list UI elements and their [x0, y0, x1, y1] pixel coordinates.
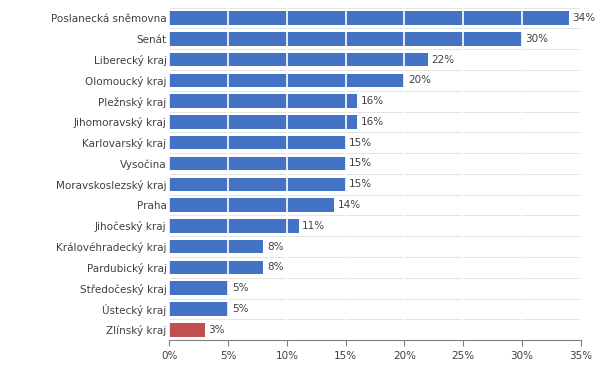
Bar [169, 136, 345, 149]
Text: 34%: 34% [572, 13, 596, 23]
Bar [169, 302, 228, 316]
Text: 16%: 16% [361, 117, 384, 127]
Text: 8%: 8% [267, 242, 284, 252]
Bar [169, 115, 358, 129]
Text: 15%: 15% [349, 138, 372, 148]
Text: 3%: 3% [208, 325, 224, 335]
Bar [169, 11, 569, 25]
Bar [169, 240, 263, 253]
Text: 11%: 11% [302, 221, 325, 231]
Text: 8%: 8% [267, 262, 284, 273]
Text: 14%: 14% [338, 200, 361, 210]
Bar [169, 198, 334, 212]
Text: 20%: 20% [408, 75, 431, 85]
Text: 5%: 5% [232, 304, 248, 314]
Bar [169, 219, 299, 232]
Bar [169, 32, 522, 45]
Text: 16%: 16% [361, 96, 384, 106]
Bar [169, 94, 358, 108]
Bar [169, 323, 204, 336]
Text: 15%: 15% [349, 179, 372, 189]
Text: 15%: 15% [349, 158, 372, 169]
Bar [169, 74, 405, 87]
Text: 30%: 30% [526, 34, 549, 44]
Text: 5%: 5% [232, 283, 248, 293]
Bar [169, 157, 345, 170]
Bar [169, 178, 345, 191]
Bar [169, 282, 228, 295]
Text: 22%: 22% [431, 54, 454, 65]
Bar [169, 53, 428, 66]
Bar [169, 261, 263, 274]
